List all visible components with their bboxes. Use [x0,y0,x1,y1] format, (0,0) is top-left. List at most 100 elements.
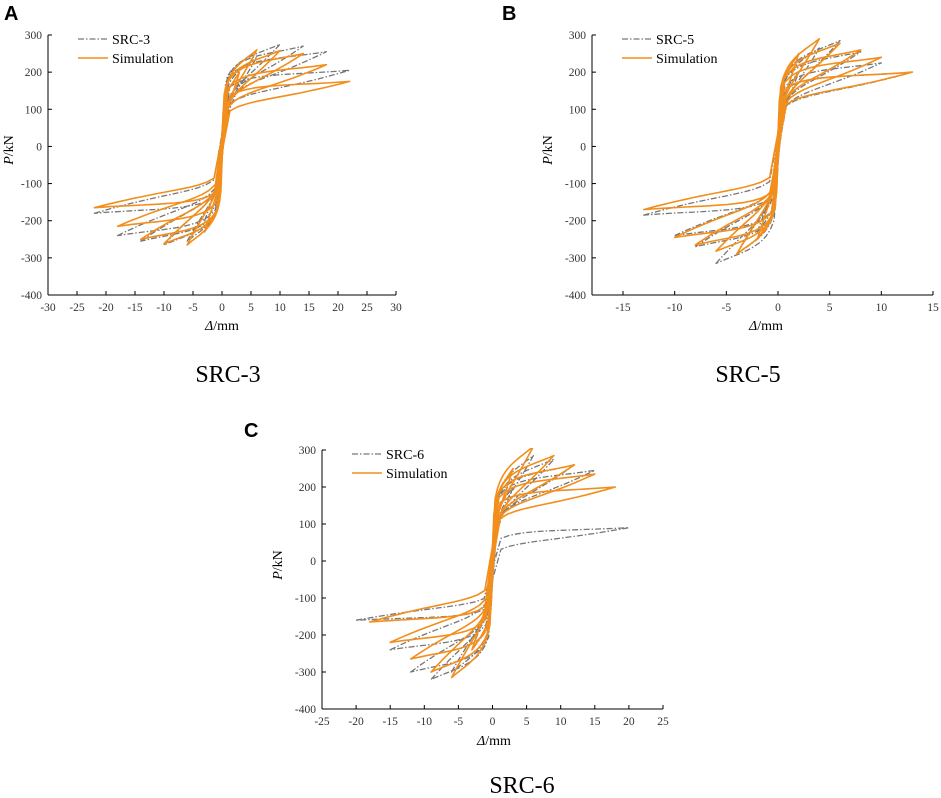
hysteresis-loop [450,454,535,673]
hysteresis-loop [140,52,304,241]
y-tick-label: -200 [295,630,316,642]
legend-label: Simulation [386,467,447,482]
series-simulation [642,37,914,255]
panel-letter-b: B [502,3,516,25]
hysteresis-loop [642,71,914,211]
hysteresis-loop [116,51,328,237]
y-tick-label: 200 [25,67,43,79]
hysteresis-loop [715,42,841,252]
y-tick-label: 0 [36,141,42,153]
x-tick-label: -10 [156,302,172,314]
axes-b: -400 -300 -200 -100 0 100 200 300 -15 -10 -5 0 5 10 15… [541,30,939,334]
caption-a: SRC-3 [195,362,260,388]
x-tick-label: 20 [332,302,344,314]
hysteresis-loop [409,464,576,660]
y-tick-label: 300 [25,30,43,42]
x-axis-label: Δ/mm [204,319,239,334]
x-tick-label: 20 [623,716,635,728]
y-tick-label: 300 [569,30,587,42]
x-tick-label: 30 [390,302,402,314]
panel-letter-c: C [244,420,258,442]
x-tick-label: -5 [188,302,198,314]
x-tick-label: -15 [383,716,399,728]
x-tick-label: -20 [98,302,114,314]
curves-b [642,37,914,265]
x-tick-label: 5 [827,302,833,314]
chart-panel-b: B -400 -300 -200 -100 0 100 200 300 -15 -10 -5 0 5 10… [502,3,939,388]
y-axis-label: P/kN [2,135,17,166]
x-tick-label: -30 [40,302,56,314]
x-tick-label: 15 [589,716,601,728]
panel-letter-a: A [4,3,18,25]
hysteresis-loop [694,49,862,246]
y-axis-label: P/kN [541,135,556,166]
x-axis-label: Δ/mm [748,319,783,334]
legend-label: SRC-5 [656,33,694,48]
legend-a: SRC-3 Simulation [78,33,173,67]
y-tick-label: -400 [21,290,42,302]
legend-label: Simulation [656,52,717,67]
legend-c: SRC-6 Simulation [352,448,447,482]
legend-label: SRC-6 [386,448,424,463]
x-tick-label: 25 [657,716,669,728]
hysteresis-loop [735,37,821,255]
y-axis-label: P/kN [271,550,286,581]
y-tick-label: -100 [295,593,316,605]
x-tick-label: -20 [348,716,364,728]
y-tick-label: -200 [21,216,42,228]
y-tick-label: 100 [569,104,587,116]
x-tick-label: 25 [361,302,373,314]
y-tick-label: -300 [21,253,42,265]
hysteresis-loop [389,469,596,651]
y-tick-label: -300 [565,253,586,265]
hysteresis-loop [116,63,328,228]
y-tick-label: 200 [569,67,587,79]
x-tick-label: -15 [127,302,143,314]
x-tick-label: -10 [417,716,433,728]
legend-label: Simulation [112,52,173,67]
y-tick-label: 100 [299,519,317,531]
caption-b: SRC-5 [715,362,780,388]
x-tick-label: -5 [722,302,732,314]
curves-a [93,43,351,246]
legend-b: SRC-5 Simulation [622,33,717,67]
x-tick-label: -5 [454,716,464,728]
x-tick-label: 0 [775,302,781,314]
y-tick-label: -400 [295,704,316,716]
x-tick-label: 15 [927,302,939,314]
x-tick-label: 5 [524,716,530,728]
y-tick-label: -300 [295,667,316,679]
hysteresis-loop [163,49,281,245]
hysteresis-loop [694,51,862,248]
y-tick-label: 300 [299,445,317,457]
series-simulation [368,448,617,679]
x-tick-label: 10 [274,302,286,314]
x-tick-label: -25 [314,716,330,728]
y-tick-label: 0 [580,141,586,153]
x-tick-label: 10 [876,302,888,314]
hysteresis-loop [430,454,555,673]
y-tick-label: -400 [565,290,586,302]
y-tick-label: -100 [21,179,42,191]
x-tick-label: 5 [248,302,254,314]
hysteresis-loop [673,56,883,239]
y-tick-label: -200 [565,216,586,228]
hysteresis-loop [93,80,351,209]
series-simulation [93,49,351,246]
x-axis-label: Δ/mm [476,734,511,749]
x-tick-label: -10 [667,302,683,314]
x-tick-label: -25 [69,302,85,314]
legend-label: SRC-3 [112,33,150,48]
y-tick-label: -100 [565,179,586,191]
hysteresis-loop [186,49,258,246]
hysteresis-loop [450,448,534,679]
y-tick-label: 0 [310,556,316,568]
x-tick-label: 15 [303,302,315,314]
x-tick-label: 0 [490,716,496,728]
x-tick-label: 0 [219,302,225,314]
